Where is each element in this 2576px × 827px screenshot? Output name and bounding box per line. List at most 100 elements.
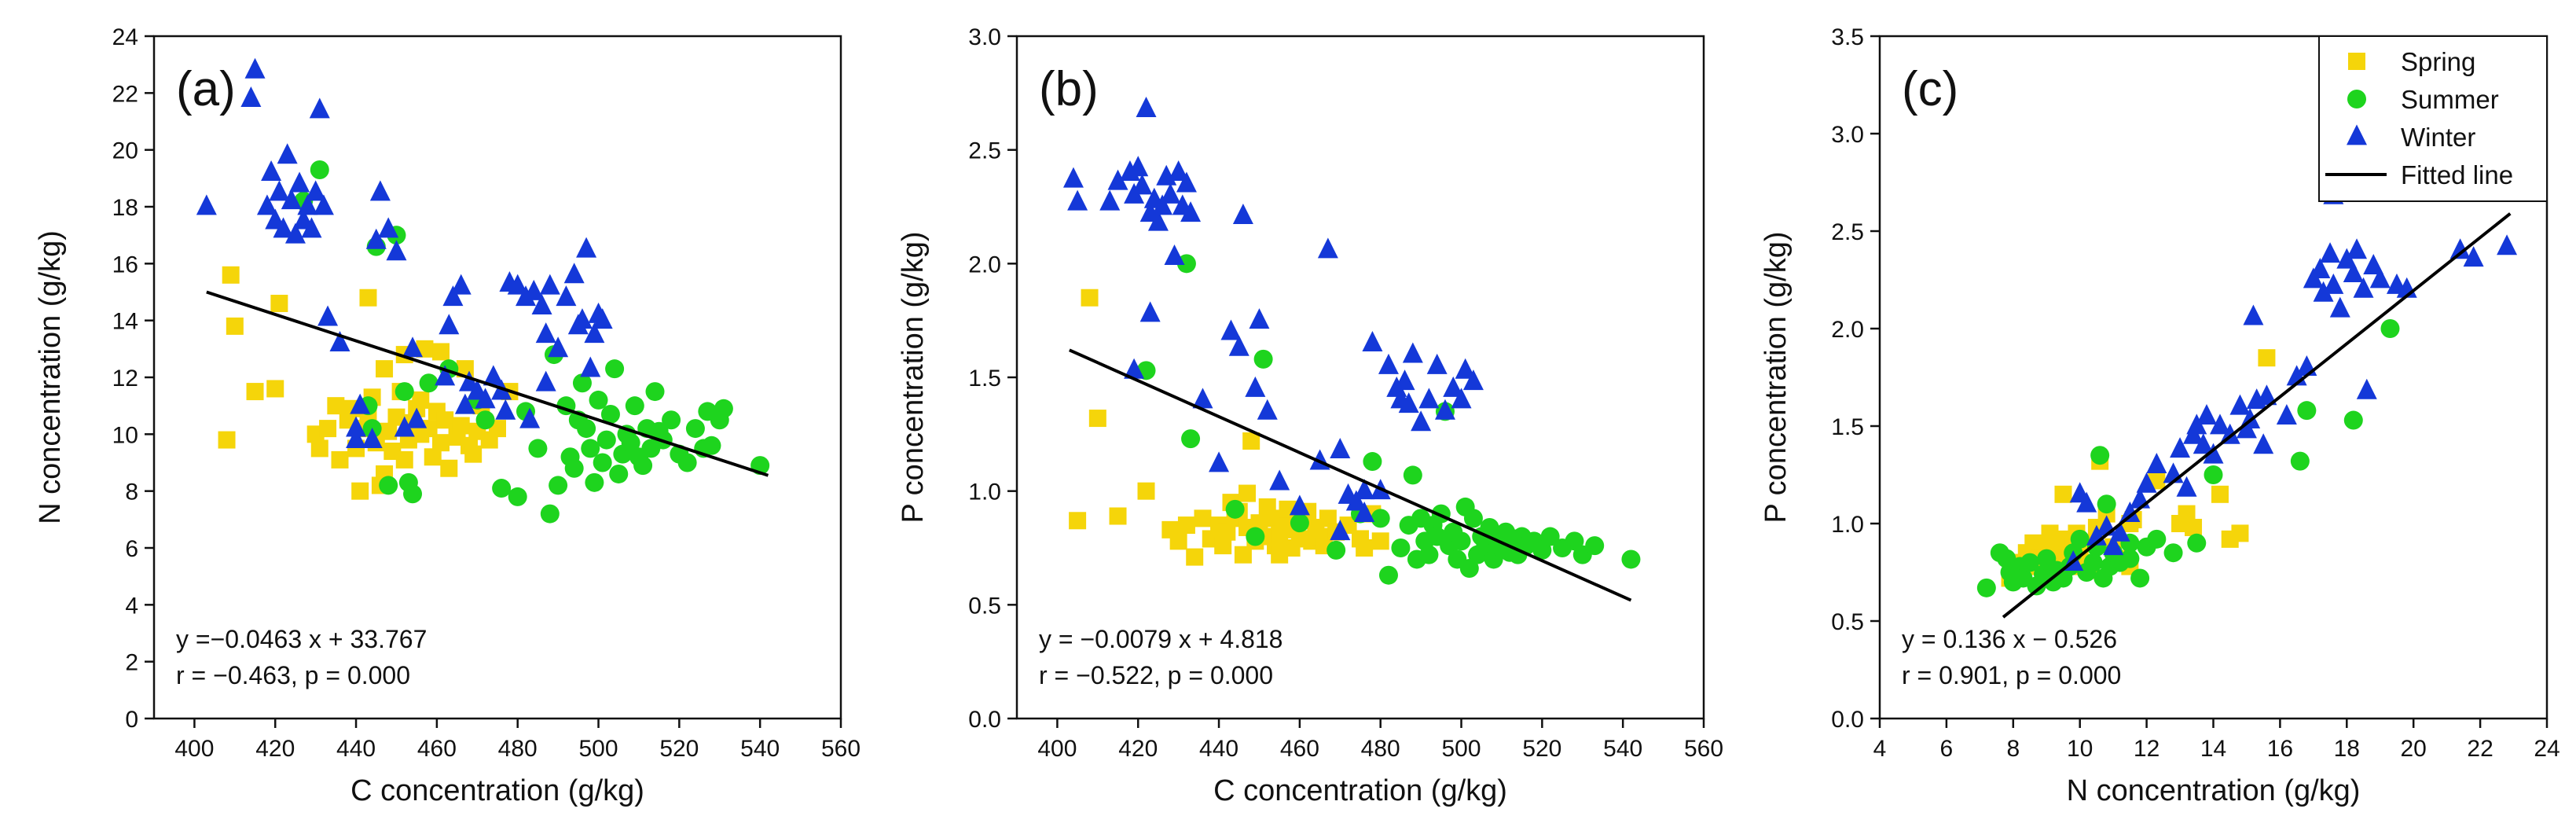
data-point-summer [1363,452,1382,472]
axis-ticks: 400 420 440 460 480 500 520 540 560 0.0 0.5 1.0 1.5 2… [968,24,1723,762]
scatter-points [196,57,770,524]
data-point-winter [2176,476,2197,497]
scatter-points [1976,183,2518,597]
data-point-spring [432,343,450,361]
x-tick-label: 420 [255,736,295,762]
legend-marker-summer [2347,90,2366,108]
plot-frame [1015,35,1705,720]
data-point-winter [305,180,326,201]
y-tick-label: 0 [125,707,138,733]
data-point-winter [365,228,387,249]
data-point-spring [359,289,377,307]
data-point-spring [1069,512,1087,530]
data-point-winter [313,194,334,215]
data-point-summer [2204,465,2223,484]
data-point-winter [1099,189,1121,211]
data-point-winter [1180,201,1202,222]
data-point-summer [2343,410,2363,430]
data-point-winter [584,322,605,344]
regression-stats: r = −0.522, p = 0.000 [1039,661,1273,689]
data-point-winter [261,160,282,181]
data-point-summer [1532,540,1552,560]
data-point-winter [1257,399,1278,420]
data-point-winter [2136,472,2157,493]
data-point-summer [633,456,653,476]
data-point-winter [1354,502,1375,522]
data-point-winter [535,370,556,391]
x-tick-label: 460 [1280,736,1319,762]
data-point-winter [1443,376,1464,397]
x-tick-label: 400 [174,736,214,762]
regression-equation: y = −0.0079 x + 4.818 [1039,625,1282,653]
data-point-winter [2497,234,2518,255]
data-point-summer [475,410,495,430]
data-point-winter [576,237,597,258]
fitted-line [2002,212,2512,619]
data-point-winter [378,217,399,238]
data-point-winter [2329,296,2350,318]
data-point-winter [2119,502,2141,522]
data-point-winter [196,194,217,215]
data-point-winter [2109,520,2130,542]
data-point-winter [450,274,472,295]
data-point-winter [580,356,601,377]
data-point-spring [2211,485,2229,503]
data-point-summer [310,160,329,179]
data-point-winter [523,279,545,300]
x-tick-label: 22 [2467,736,2493,762]
data-point-winter [1228,335,1249,356]
data-point-summer [1451,531,1471,551]
data-point-winter [1160,182,1181,204]
regression-equation: y =−0.0463 x + 33.767 [176,625,427,653]
data-point-winter [1139,301,1161,322]
data-point-summer [714,399,733,418]
data-point-summer [662,410,681,430]
data-point-winter [2203,443,2224,464]
data-point-winter [2347,238,2368,259]
data-point-summer [1225,499,1245,519]
data-point-summer [609,464,629,483]
data-point-winter [1192,388,1213,409]
data-point-spring [1356,539,1374,557]
data-point-spring [2054,485,2072,503]
data-point-winter [556,285,577,307]
legend: Spring Summer Winter Fitted line [2318,35,2548,202]
legend-marker-winter [2347,124,2367,145]
y-tick-label: 1.5 [968,366,1001,391]
data-point-winter [1418,388,1440,409]
data-point-winter [475,388,496,409]
data-point-summer [1480,517,1499,537]
x-tick-label: 480 [498,736,538,762]
data-point-winter [1330,520,1351,541]
y-tick-label: 8 [125,480,138,505]
x-tick-label: 8 [2006,736,2020,762]
data-point-spring [412,391,430,409]
y-tick-label: 12 [112,366,138,391]
regression-equation: y = 0.136 x − 0.526 [1902,625,2117,653]
data-point-spring [424,448,442,466]
data-point-spring [1214,537,1232,555]
data-point-winter [301,217,322,238]
data-point-summer [564,458,584,478]
data-point-summer [549,476,568,495]
data-point-spring [1169,532,1187,550]
y-tick-label: 10 [112,422,138,448]
data-point-summer [702,436,721,455]
data-point-spring [2024,534,2042,552]
data-point-winter [1152,194,1173,215]
axis-ticks: 400 420 440 460 480 500 520 540 5600246810121416… [112,24,861,762]
y-tick-label: 3.0 [968,24,1001,50]
data-point-summer [2120,549,2140,568]
data-point-spring [2231,524,2249,542]
data-point-winter [2463,246,2484,267]
data-point-summer [600,405,620,425]
data-point-winter [386,240,407,261]
x-tick-label: 18 [2334,736,2360,762]
data-point-spring [1088,410,1106,428]
data-point-winter [1269,469,1290,491]
data-point-winter [2146,453,2167,473]
data-point-winter [2170,437,2191,458]
data-point-spring [270,294,288,312]
y-tick-label: 1.0 [1831,512,1864,538]
y-tick-label: 16 [112,252,138,278]
